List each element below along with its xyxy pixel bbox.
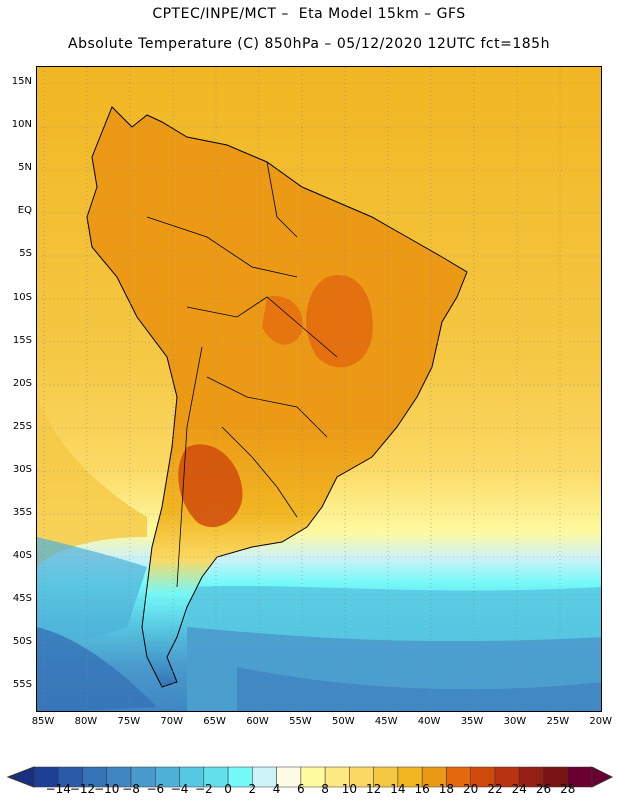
legend-label: −6 (146, 782, 165, 796)
legend-label: 20 (463, 782, 479, 796)
legend-label: 6 (297, 782, 305, 796)
legend-label: 22 (487, 782, 503, 796)
argentina-hot (178, 444, 243, 528)
bolivia-hot (262, 296, 303, 345)
color-legend (6, 766, 614, 788)
legend-label: 24 (511, 782, 527, 796)
lat-label: 5S (19, 248, 32, 260)
lat-label: 35S (12, 507, 32, 518)
legend-label: 4 (272, 782, 281, 796)
lon-label: 50W (331, 716, 355, 727)
legend-label: −2 (194, 782, 213, 796)
lat-label: 20S (12, 377, 32, 389)
lat-label: 15N (11, 76, 32, 87)
lon-label: 30W (503, 716, 527, 727)
lon-label: 70W (160, 716, 183, 727)
legend-label: 14 (390, 782, 406, 796)
legend-label: −8 (122, 782, 140, 796)
legend-label: −14 (45, 782, 71, 796)
lat-label: 30S (12, 463, 32, 475)
legend-label: 12 (366, 782, 382, 796)
lat-label: 25S (12, 420, 32, 432)
lat-label: 50S (12, 636, 32, 648)
lat-label: 10N (11, 119, 32, 131)
lon-label: 75W (117, 716, 141, 727)
legend-label: 0 (224, 782, 232, 796)
legend-label: −10 (94, 782, 120, 796)
west-ocean-band (37, 397, 147, 567)
central-brazil-hot (306, 275, 373, 368)
lon-label: 55W (289, 716, 312, 727)
map-svg (37, 67, 601, 711)
lat-label: 5N (18, 162, 32, 174)
chart-title-line1: CPTEC/INPE/MCT – Eta Model 15km – GFS (152, 6, 466, 22)
legend-label: 2 (248, 782, 257, 796)
lon-label: 85W (31, 716, 55, 727)
legend-over-arrow (591, 766, 614, 788)
legend-label: 28 (560, 782, 576, 796)
legend-under-arrow (6, 766, 35, 788)
temperature-map (36, 66, 602, 712)
lat-label: 45S (12, 593, 32, 605)
chart-title-line2: Absolute Temperature (C) 850hPa – 05/12/… (68, 36, 550, 52)
lon-label: 20W (589, 716, 612, 727)
legend-label: 26 (535, 782, 552, 796)
legend-label: −4 (170, 782, 189, 796)
legend-label: 18 (438, 782, 455, 796)
legend-label: 8 (321, 782, 329, 796)
lat-label: 15S (12, 334, 32, 346)
lon-label: 65W (203, 716, 226, 727)
lat-label: EQ (17, 205, 32, 217)
legend-label: −12 (69, 782, 96, 796)
lat-label: 55S (12, 679, 32, 691)
lon-label: 35W (460, 716, 484, 727)
far-sw-ocean-cold (37, 627, 157, 711)
lon-label: 25W (546, 716, 570, 727)
legend-label: 16 (414, 782, 430, 796)
sw-ocean-cold (37, 537, 147, 657)
south-ocean-coldest (237, 667, 601, 711)
country-borders (146, 161, 338, 588)
lon-label: 45W (374, 716, 398, 727)
lon-label: 60W (246, 716, 269, 727)
lon-label: 40W (417, 716, 441, 727)
legend-label: 10 (341, 782, 358, 796)
south-america-land (86, 106, 468, 688)
lat-label: 10S (12, 291, 32, 303)
lat-label: 40S (12, 550, 32, 562)
lon-label: 80W (74, 716, 98, 727)
